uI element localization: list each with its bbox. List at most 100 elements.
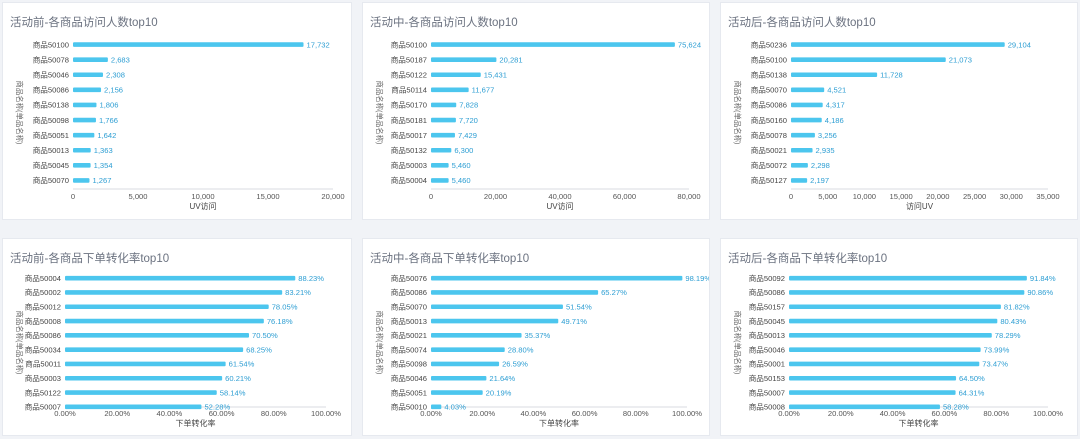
bar — [431, 390, 483, 395]
bar — [431, 333, 522, 338]
bar — [73, 72, 104, 78]
value-label: 28.80% — [508, 345, 534, 354]
value-label: 4,317 — [826, 101, 845, 110]
category-label: 商品50017 — [391, 130, 427, 140]
bar — [431, 72, 481, 78]
bar — [789, 347, 981, 352]
x-axis-label: UV访问 — [189, 201, 216, 211]
value-label: 64.31% — [959, 388, 985, 397]
value-label: 73.99% — [984, 345, 1010, 354]
value-label: 20,281 — [499, 55, 522, 64]
x-tick-label: 100.00% — [311, 409, 341, 418]
bar — [789, 404, 940, 410]
value-label: 58.14% — [220, 388, 246, 397]
category-label: 商品50157 — [749, 301, 785, 311]
x-tick-label: 80,000 — [677, 192, 700, 201]
x-tick-label: 15,000 — [256, 192, 279, 201]
category-label: 商品50086 — [749, 287, 785, 297]
x-tick-label: 40.00% — [157, 409, 183, 418]
value-label: 4,521 — [827, 86, 846, 95]
category-label: 商品50122 — [25, 387, 61, 397]
x-tick-label: 40,000 — [548, 192, 571, 201]
bar — [431, 87, 469, 93]
category-label: 商品50236 — [751, 39, 787, 49]
category-label: 商品50046 — [391, 373, 427, 383]
value-label: 1,363 — [94, 146, 113, 155]
chart-title: 活动后-各商品下单转化率top10 — [728, 253, 888, 265]
category-label: 商品50004 — [391, 175, 427, 185]
category-label: 商品50086 — [33, 85, 69, 95]
x-tick-label: 20.00% — [828, 409, 854, 418]
bar-chart: 商品50076 98.19% 商品50086 65.27% 商品50070 51.54% 商… — [375, 273, 710, 428]
x-tick-label: 20,000 — [484, 192, 507, 201]
chart-panel-after-conversion: 活动后-各商品下单转化率top10 商品50092 91.84% 商品50086 90… — [720, 238, 1078, 436]
value-label: 1,806 — [99, 101, 118, 110]
bar — [431, 102, 457, 108]
bar — [791, 42, 1005, 47]
category-label: 商品50098 — [391, 359, 427, 369]
category-label: 商品50045 — [33, 160, 69, 170]
category-label: 商品50008 — [749, 402, 785, 412]
x-tick-label: 5,000 — [818, 192, 837, 201]
value-label: 68.25% — [246, 345, 272, 354]
category-label: 商品50004 — [25, 273, 61, 283]
x-axis-label: 下单转化率 — [539, 418, 579, 428]
bar — [73, 163, 91, 168]
category-label: 商品50072 — [751, 160, 787, 170]
y-axis-label: 商品名称(单品名称) — [375, 80, 384, 144]
bar — [65, 333, 250, 338]
value-label: 26.59% — [502, 360, 528, 369]
value-label: 4,186 — [825, 116, 844, 125]
category-label: 商品50007 — [749, 387, 785, 397]
value-label: 98.19% — [685, 274, 710, 283]
value-label: 5,460 — [452, 176, 471, 185]
bar — [791, 87, 825, 93]
value-label: 78.05% — [272, 302, 298, 311]
category-label: 商品50034 — [25, 344, 61, 354]
value-label: 1,642 — [97, 131, 116, 140]
bar — [791, 147, 813, 153]
value-label: 78.29% — [995, 331, 1021, 340]
value-label: 52.28% — [204, 403, 230, 412]
chart-title: 活动前-各商品下单转化率top10 — [10, 253, 170, 265]
bar — [789, 275, 1027, 281]
value-label: 2,156 — [104, 86, 123, 95]
bar — [431, 318, 559, 324]
bar — [73, 87, 102, 93]
category-label: 商品50092 — [749, 273, 785, 283]
chart-title: 活动后-各商品访问人数top10 — [728, 17, 876, 29]
bar — [791, 132, 815, 138]
value-label: 2,308 — [106, 70, 125, 79]
value-label: 17,732 — [307, 40, 330, 49]
x-tick-label: 60,000 — [613, 192, 636, 201]
category-label: 商品50187 — [391, 54, 427, 64]
value-label: 90.86% — [1027, 288, 1053, 297]
x-tick-label: 100.00% — [672, 409, 702, 418]
x-tick-label: 5,000 — [128, 192, 147, 201]
bar — [65, 404, 202, 410]
bar-chart: 商品50092 91.84% 商品50086 90.86% 商品50157 81.82% 商… — [733, 273, 1063, 428]
value-label: 11,728 — [880, 70, 903, 79]
y-axis-label: 商品名称(单品名称) — [733, 310, 742, 374]
category-label: 商品50098 — [33, 115, 69, 125]
category-label: 商品50021 — [751, 145, 787, 155]
value-label: 58.28% — [943, 403, 969, 412]
value-label: 65.27% — [601, 288, 627, 297]
category-label: 商品50160 — [751, 115, 787, 125]
value-label: 6,300 — [454, 146, 473, 155]
bar — [791, 178, 808, 183]
bar-chart: 商品50100 17,732 商品50078 2,683 商品50046 2,308 商品5… — [15, 39, 345, 211]
bar — [65, 318, 264, 324]
bar — [791, 72, 878, 78]
value-label: 29,104 — [1008, 40, 1031, 49]
value-label: 73.47% — [982, 360, 1008, 369]
value-label: 15,431 — [484, 70, 507, 79]
x-tick-label: 25,000 — [963, 192, 986, 201]
x-tick-label: 10,000 — [853, 192, 876, 201]
category-label: 商品50003 — [391, 160, 427, 170]
value-label: 7,720 — [459, 116, 478, 125]
x-tick-label: 0.00% — [54, 409, 76, 418]
category-label: 商品50013 — [33, 145, 69, 155]
bar — [65, 275, 296, 281]
chart-title: 活动中-各商品访问人数top10 — [370, 17, 518, 29]
